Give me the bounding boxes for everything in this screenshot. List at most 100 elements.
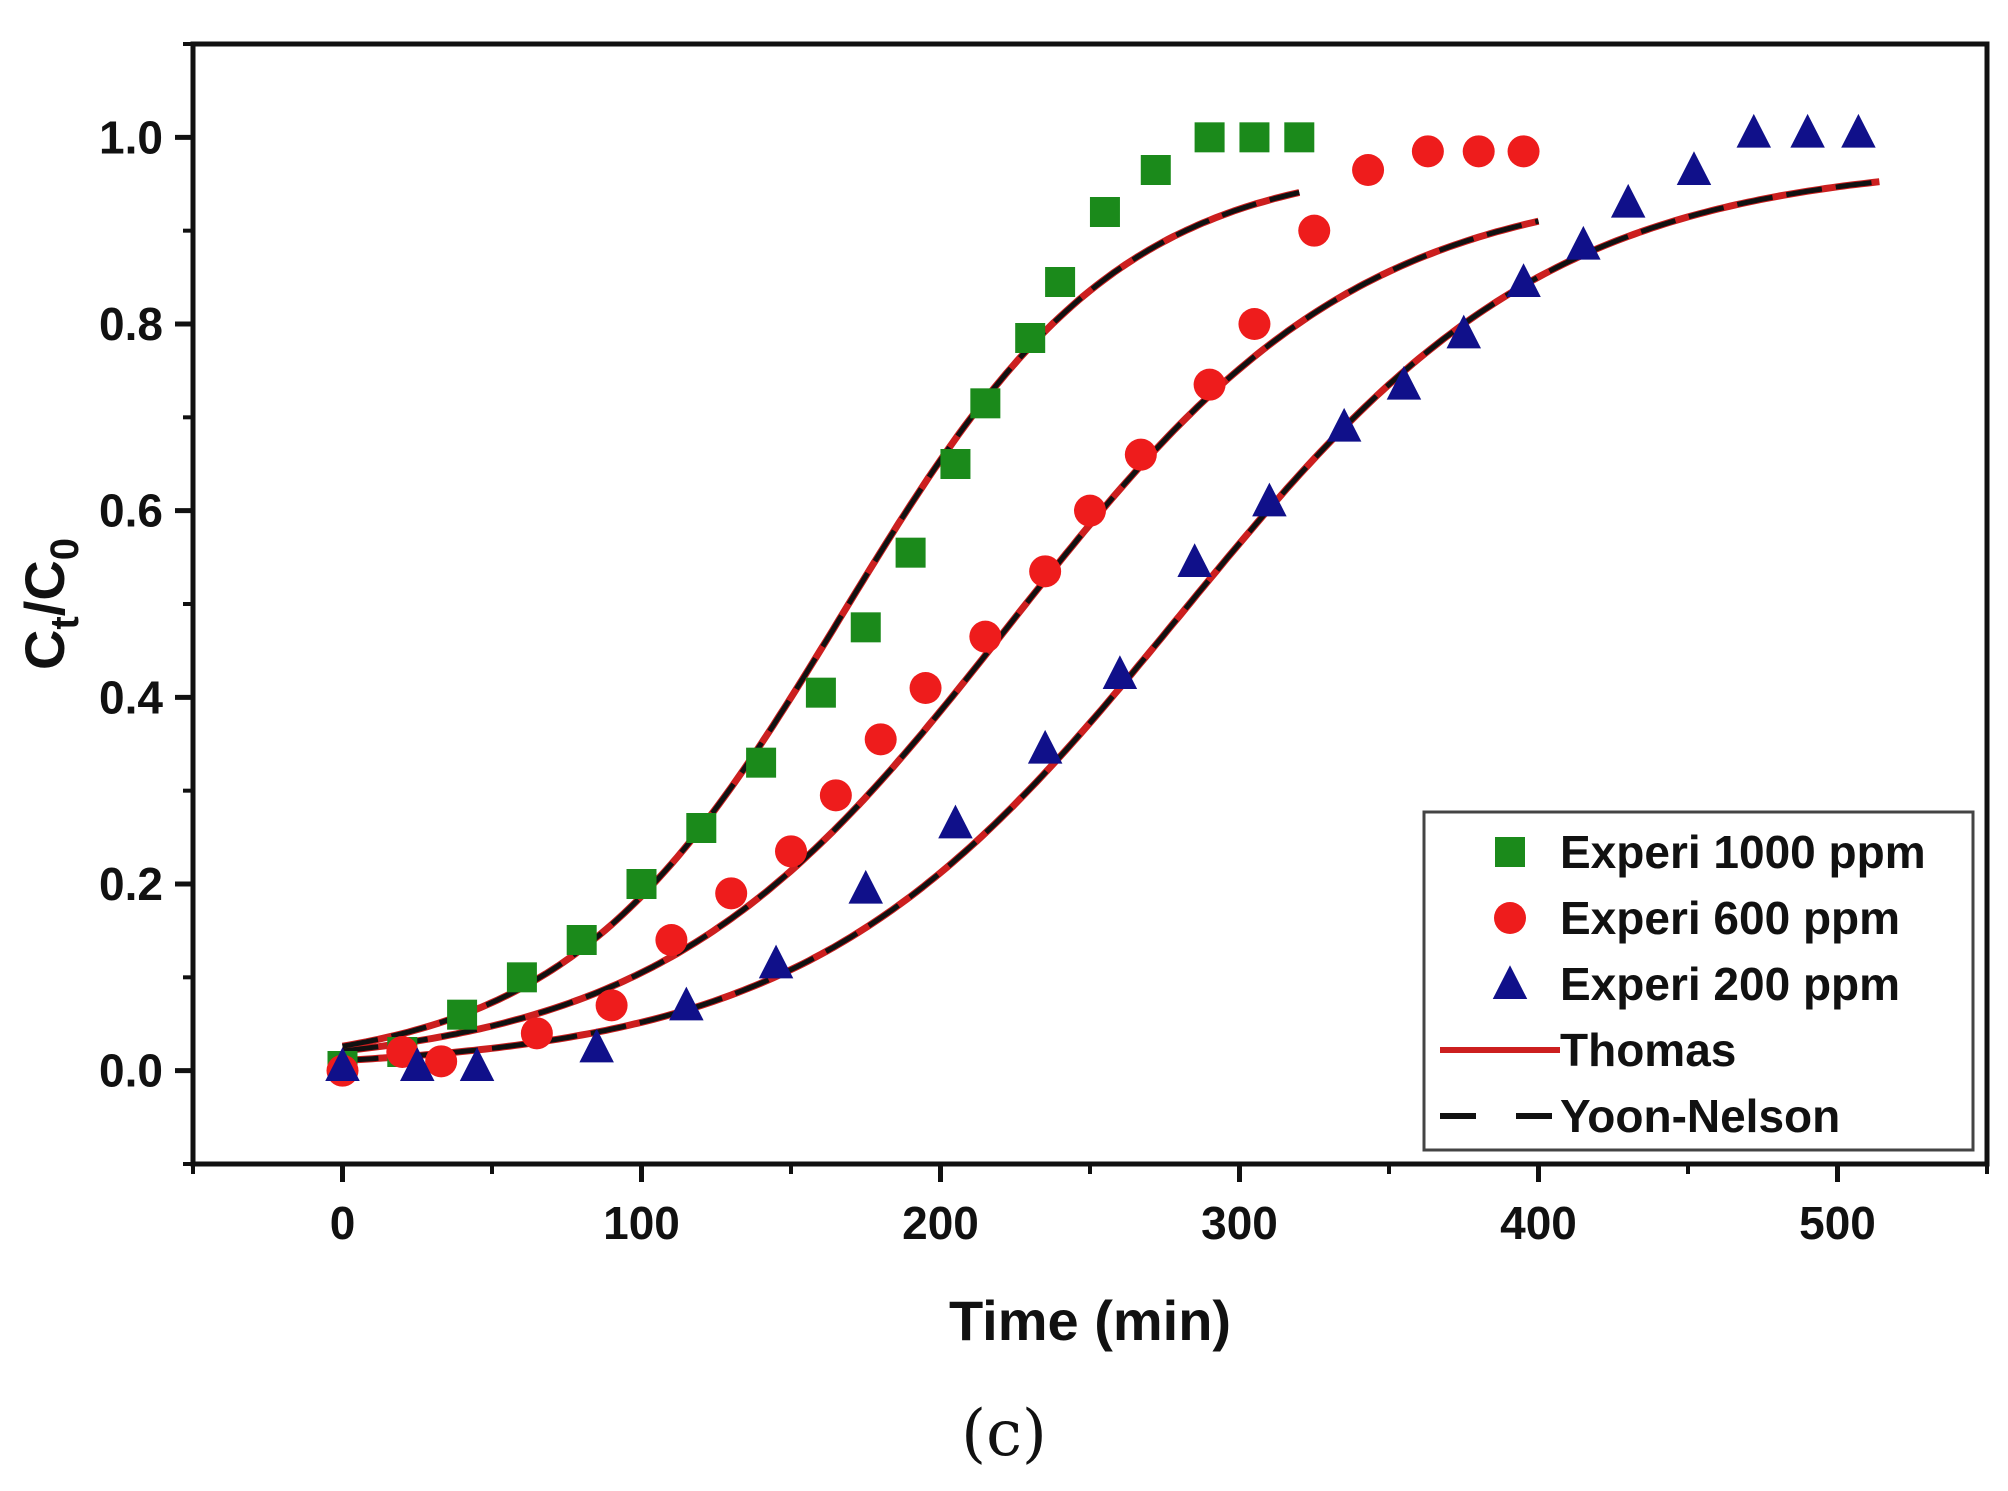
square-data-point xyxy=(686,813,717,843)
legend-label: Experi 600 ppm xyxy=(1560,892,1900,944)
triangle-data-point xyxy=(1736,113,1772,148)
square-data-point xyxy=(850,612,881,643)
y-tick-label: 0.0 xyxy=(99,1045,163,1097)
y-tick-label: 0.2 xyxy=(99,858,163,910)
square-data-point xyxy=(506,962,537,993)
square-data-point xyxy=(746,747,777,778)
legend-label: Yoon-Nelson xyxy=(1560,1090,1840,1142)
y-tick-label: 0.6 xyxy=(99,485,163,537)
x-axis-title: Time (min) xyxy=(949,1289,1231,1352)
square-data-point xyxy=(895,537,926,568)
circle-data-point xyxy=(1507,135,1540,168)
triangle-data-point xyxy=(1790,113,1825,148)
yoon-nelson-fit-line xyxy=(342,218,1540,1054)
yoon-nelson-fit-line xyxy=(342,179,1880,1063)
circle-data-point xyxy=(1352,154,1385,186)
fit-curves xyxy=(341,178,1880,1064)
legend-label: Thomas xyxy=(1560,1024,1736,1076)
circle-data-point xyxy=(819,779,852,812)
triangle-data-point xyxy=(1177,543,1212,577)
circle-data-point xyxy=(864,723,897,756)
y-tick-label: 0.4 xyxy=(99,671,163,723)
triangle-data-point xyxy=(325,1047,360,1081)
y-axis-title-main: C xyxy=(13,630,76,670)
square-data-point xyxy=(1194,122,1225,153)
triangle-data-point xyxy=(1841,113,1876,148)
legend-items: Experi 1000 ppm Experi 600 ppm Experi 200 … xyxy=(1440,826,1926,1142)
circle-data-point xyxy=(386,1036,419,1068)
circle-data-point xyxy=(1298,214,1331,247)
axis-ticks xyxy=(175,42,1989,1182)
square-data-point xyxy=(566,925,597,955)
x-tick-label: 100 xyxy=(603,1197,680,1249)
circle-data-point xyxy=(1411,135,1444,168)
circle-data-point xyxy=(1238,308,1271,340)
thomas-fit-line xyxy=(341,189,1301,1050)
triangle-data-point xyxy=(938,804,973,839)
legend-triangle-symbol xyxy=(1492,965,1528,999)
triangle-data-point xyxy=(848,869,883,904)
legend-square-symbol xyxy=(1495,837,1525,867)
data-markers xyxy=(325,113,1876,1087)
square-data-point xyxy=(970,388,1001,419)
square-data-point xyxy=(1045,267,1076,297)
legend: Experi 1000 ppm Experi 600 ppm Experi 200 … xyxy=(1422,810,1975,1152)
y-tick-label: 1.0 xyxy=(99,111,163,163)
x-tick-label: 0 xyxy=(330,1197,356,1249)
thomas-fit-line xyxy=(342,217,1540,1055)
triangle-data-point xyxy=(1446,314,1481,349)
triangle-data-point xyxy=(1326,407,1362,442)
square-data-point xyxy=(1089,197,1120,227)
circle-data-point xyxy=(1074,494,1106,527)
circle-data-point xyxy=(425,1045,458,1078)
circle-data-point xyxy=(909,672,942,704)
triangle-data-point xyxy=(1252,482,1287,517)
circle-data-point xyxy=(1193,368,1226,401)
y-tick-label: 0.8 xyxy=(99,298,163,350)
circle-data-point xyxy=(775,835,807,868)
circle-data-point xyxy=(1029,555,1062,588)
triangle-data-point xyxy=(1386,365,1422,400)
x-tick-label: 400 xyxy=(1500,1197,1577,1249)
panel-label: (c) xyxy=(961,1397,1047,1471)
y-axis-title-sub-0: 0 xyxy=(43,538,87,560)
triangle-data-point xyxy=(758,944,794,979)
triangle-data-point xyxy=(459,1047,495,1081)
circle-data-point xyxy=(715,877,748,910)
circle-data-point xyxy=(969,620,1002,653)
square-data-point xyxy=(940,449,971,479)
x-tick-label: 300 xyxy=(1201,1197,1278,1249)
triangle-data-point xyxy=(579,1028,614,1063)
circle-data-point xyxy=(520,1017,553,1050)
square-data-point xyxy=(1140,155,1171,185)
triangle-data-point xyxy=(1610,183,1646,218)
triangle-data-point xyxy=(1566,225,1601,260)
legend-label: Experi 1000 ppm xyxy=(1560,826,1926,878)
square-data-point xyxy=(1015,323,1046,353)
triangle-data-point xyxy=(669,986,704,1021)
yoon-nelson-fit-line xyxy=(342,190,1300,1049)
circle-data-point xyxy=(595,989,628,1022)
triangle-data-point xyxy=(1676,151,1712,185)
triangle-data-point xyxy=(1102,655,1138,689)
triangle-data-point xyxy=(1027,729,1063,764)
square-data-point xyxy=(805,677,836,708)
x-tick-label: 500 xyxy=(1799,1197,1876,1249)
legend-label: Experi 200 ppm xyxy=(1560,958,1900,1010)
y-axis-title: Ct/C0 xyxy=(13,538,87,670)
y-axis-title-slash: /C xyxy=(13,560,76,616)
circle-data-point xyxy=(1462,135,1495,168)
triangle-data-point xyxy=(1506,263,1541,297)
square-data-point xyxy=(1239,122,1270,153)
square-data-point xyxy=(626,869,657,899)
axis-tick-labels: 0 100 200 300 400 500 0.0 0.2 0.4 0.6 0.8 1.0 xyxy=(99,111,1876,1249)
legend-circle-symbol xyxy=(1494,902,1526,934)
triangle-data-point xyxy=(400,1047,435,1081)
square-data-point xyxy=(447,999,478,1030)
circle-data-point xyxy=(1124,438,1157,471)
y-axis-title-sub-t: t xyxy=(43,616,87,629)
circle-data-point xyxy=(655,924,688,956)
x-tick-label: 200 xyxy=(902,1197,979,1249)
square-data-point xyxy=(1284,122,1315,153)
